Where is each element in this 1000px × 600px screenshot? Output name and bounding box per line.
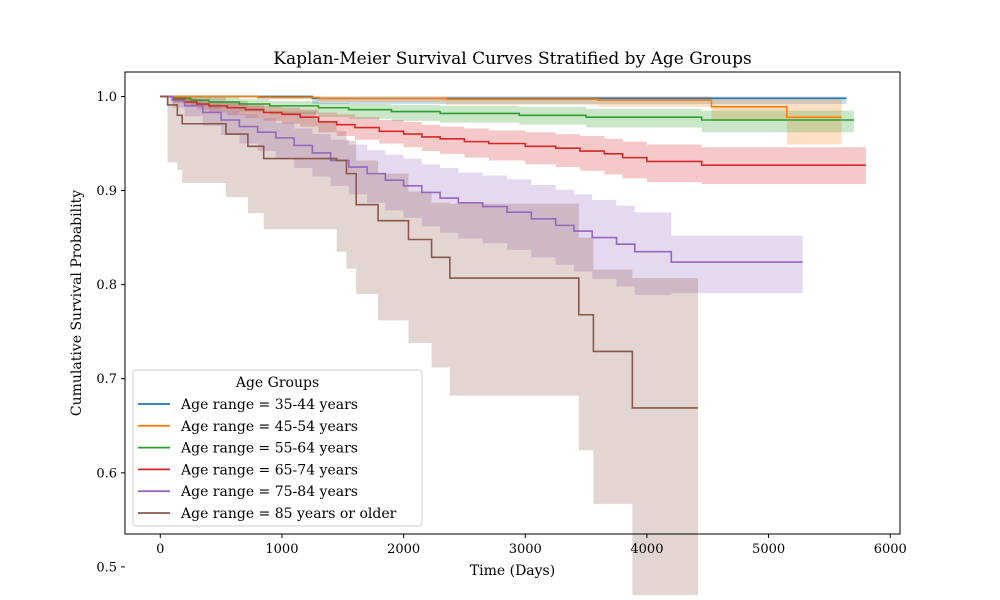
x-tick-label: 1000	[265, 542, 298, 557]
survival-line-series-4	[160, 95, 866, 166]
legend-label: Age range = 65-74 years	[180, 462, 358, 478]
confidence-band-series-2	[160, 96, 842, 145]
y-tick-label: 0.5	[96, 560, 117, 575]
y-tick-label: 0.8	[96, 278, 117, 293]
survival-line-series-5	[160, 95, 803, 263]
x-axis-ticks: 0 1000 2000 3000 4000 5000 6000	[156, 534, 907, 557]
confidence-band-series-6	[160, 96, 699, 596]
chart-title: Kaplan-Meier Survival Curves Stratified …	[273, 49, 751, 69]
confidence-band-series-3	[160, 96, 854, 133]
survival-line-series-3	[160, 95, 854, 121]
x-axis-label: Time (Days)	[470, 563, 555, 579]
survival-line-series-2	[160, 95, 842, 118]
survival-lines	[160, 95, 866, 409]
x-tick-label: 5000	[752, 542, 785, 557]
plot-frame	[124, 71, 901, 535]
x-tick-label: 2000	[387, 542, 420, 557]
x-tick-label: 0	[156, 542, 164, 557]
legend-label: Age range = 75-84 years	[180, 484, 358, 500]
y-tick-label: 1.0	[96, 90, 117, 105]
legend-label: Age range = 55-64 years	[180, 441, 358, 457]
legend-label: Age range = 85 years or older	[180, 506, 397, 522]
legend-label: Age range = 35-44 years	[180, 397, 358, 413]
survival-line-series-6	[160, 95, 699, 409]
confidence-band-series-5	[160, 96, 803, 296]
confidence-bands	[160, 96, 866, 596]
y-axis-ticks: 0.5 0.6 0.7 0.8 0.9 1.0	[96, 90, 125, 575]
x-tick-label: 4000	[630, 542, 663, 557]
y-tick-label: 0.6	[96, 466, 117, 481]
legend-title: Age Groups	[235, 375, 319, 391]
x-tick-label: 3000	[509, 542, 542, 557]
legend-label: Age range = 45-54 years	[180, 419, 358, 435]
legend-items: Age range = 35-44 years Age range = 45-54…	[138, 397, 397, 522]
legend-box	[132, 369, 423, 527]
y-tick-label: 0.7	[96, 372, 117, 387]
x-tick-label: 6000	[874, 542, 907, 557]
y-tick-label: 0.9	[96, 184, 117, 199]
y-axis-label: Cumulative Survival Probability	[69, 190, 85, 416]
plot-area	[160, 95, 866, 596]
